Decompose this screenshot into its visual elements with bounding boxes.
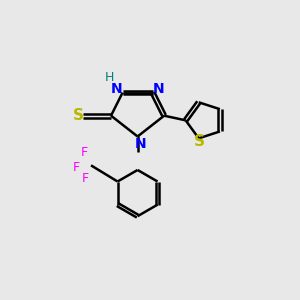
Text: N: N — [135, 137, 147, 151]
Text: N: N — [111, 82, 123, 96]
Text: H: H — [105, 71, 115, 84]
Text: S: S — [194, 134, 206, 149]
Text: F: F — [82, 172, 89, 184]
Text: S: S — [73, 108, 84, 123]
Text: F: F — [72, 161, 80, 174]
Text: N: N — [153, 82, 164, 96]
Text: F: F — [80, 146, 88, 159]
